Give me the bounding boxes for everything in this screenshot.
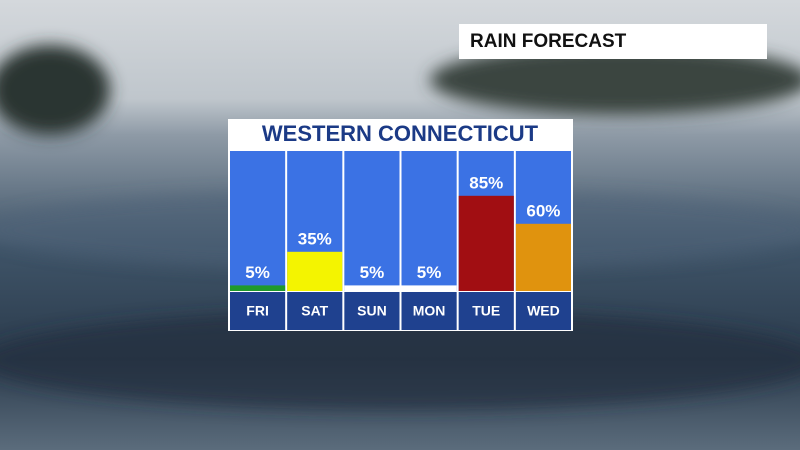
chart-title: WESTERN CONNECTICUT bbox=[262, 121, 539, 146]
bar bbox=[401, 285, 457, 291]
x-tick-label: SUN bbox=[357, 303, 387, 319]
x-tick-label: MON bbox=[413, 303, 446, 319]
x-tick-label: WED bbox=[527, 303, 560, 319]
value-label: 5% bbox=[245, 263, 270, 282]
bar bbox=[458, 195, 514, 291]
column-panel bbox=[401, 151, 457, 291]
x-tick-label: TUE bbox=[472, 303, 500, 319]
header-box bbox=[459, 24, 767, 59]
x-tick-label: FRI bbox=[246, 303, 269, 319]
day-band bbox=[401, 292, 457, 330]
day-band bbox=[515, 292, 571, 330]
day-band bbox=[458, 292, 514, 330]
chart-frame bbox=[228, 150, 573, 331]
value-label: 5% bbox=[417, 263, 442, 282]
bar bbox=[515, 223, 571, 291]
column-panel bbox=[230, 151, 286, 291]
bar bbox=[230, 285, 286, 291]
value-label: 35% bbox=[298, 229, 332, 248]
title-box bbox=[228, 119, 573, 150]
column-panel bbox=[344, 151, 400, 291]
value-label: 85% bbox=[469, 173, 503, 192]
day-band bbox=[230, 292, 286, 330]
x-tick-label: SAT bbox=[301, 303, 328, 319]
day-band bbox=[287, 292, 343, 330]
bar bbox=[344, 285, 400, 291]
value-label: 5% bbox=[360, 263, 385, 282]
header: RAIN FORECAST bbox=[470, 31, 627, 52]
bar bbox=[287, 251, 343, 291]
value-label: 60% bbox=[526, 201, 560, 220]
day-band bbox=[344, 292, 400, 330]
